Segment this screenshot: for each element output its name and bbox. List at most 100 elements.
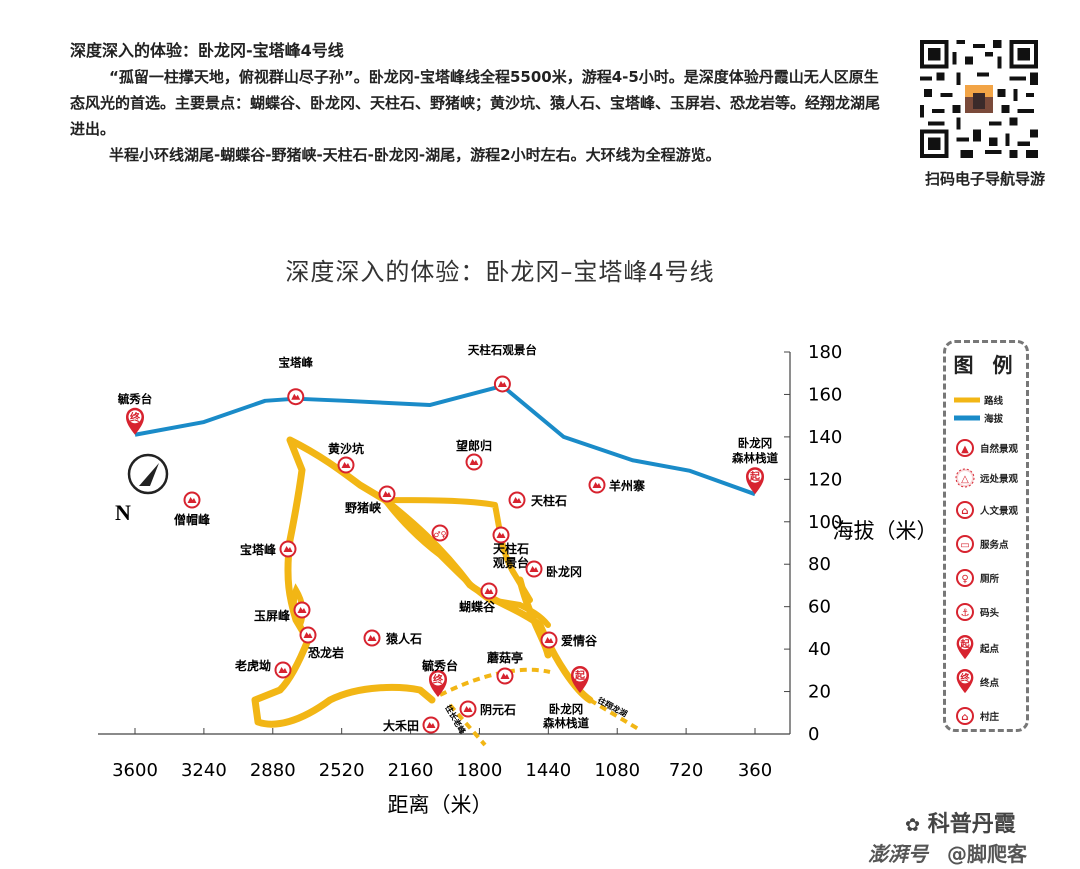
map-marker-wanglanggui: 望郎归 — [456, 438, 492, 471]
map-marker-yezhuxia: 野猪峡 — [345, 485, 396, 515]
profile-label: 森林栈道 — [732, 451, 778, 465]
legend-item-end: 终终点 — [954, 669, 999, 695]
altitude-line-icon — [954, 415, 980, 421]
svg-text:♀: ♀ — [961, 574, 968, 585]
x-tick-label: 2160 — [388, 760, 434, 781]
y-axis-title: 海拔（米） — [833, 519, 938, 543]
legend-label: 远处景观 — [980, 474, 1019, 485]
legend-title: 图 例 — [953, 353, 1019, 377]
map-marker-konglongyan: 恐龙岩 — [299, 626, 344, 660]
svg-text:△: △ — [961, 474, 969, 485]
map-label: 毓秀台 — [422, 658, 458, 673]
y-tick-label: 0 — [808, 724, 819, 745]
natural-icon: ▲ — [956, 439, 974, 457]
legend-item-culture: ⌂ 人文景观 — [954, 499, 1018, 521]
profile-point: 天柱石观景台 — [468, 343, 537, 393]
map-label: 爱情谷 — [561, 633, 598, 648]
watermark-line2: 澎湃号 @脚爬客 — [868, 842, 1027, 866]
svg-text:终: 终 — [960, 672, 970, 684]
svg-text:起: 起 — [959, 638, 970, 650]
map-marker-wolonggang: 卧龙冈 — [525, 560, 582, 579]
map-marker-moguting: 蘑菇亭 — [487, 650, 523, 685]
map-label: 阴元石 — [480, 702, 516, 717]
map-label: 蝴蝶谷 — [459, 599, 496, 614]
legend-item-route: 路线 — [954, 393, 1003, 407]
y-tick-label: 180 — [808, 342, 842, 363]
map-label: 望郎归 — [456, 438, 492, 453]
y-tick-label: 140 — [808, 427, 842, 448]
route-inner-loop — [382, 497, 551, 628]
map-marker-aiqinggu: 爱情谷 — [540, 631, 598, 649]
map-label: 野猪峡 — [345, 500, 381, 515]
profile-point: 宝塔峰 — [278, 356, 313, 406]
map-label: 猿人石 — [385, 631, 422, 646]
y-tick-label: 120 — [808, 469, 842, 490]
legend-item-distant: △ 远处景观 — [954, 467, 1018, 489]
altitude-line — [134, 383, 756, 497]
svg-text:起: 起 — [749, 470, 761, 483]
svg-text:卧龙冈: 卧龙冈 — [549, 702, 584, 716]
map-label: 天柱石 — [531, 493, 567, 508]
x-tick-label: 2880 — [250, 760, 296, 781]
svg-text:终: 终 — [130, 411, 141, 424]
map-marker-sengmaofeng: 僧帽峰 — [174, 491, 211, 527]
svg-text:⌂: ⌂ — [961, 506, 968, 517]
x-tick-label: 1800 — [457, 760, 503, 781]
legend-label: 厕所 — [980, 574, 1000, 585]
map-marker-hudiegu: 蝴蝶谷 — [459, 582, 498, 614]
svg-text:⚓: ⚓ — [961, 608, 970, 619]
y-tick-label: 20 — [808, 682, 831, 703]
intro-paragraph-1: “孤留一柱撑天地，俯视群山尽子孙”。卧龙冈-宝塔峰线全程5500米，游程4-5小… — [70, 68, 881, 138]
x-tick-label: 3600 — [112, 760, 158, 781]
route-big-loop — [251, 436, 594, 728]
dock-icon: ⚓ — [956, 603, 974, 621]
qr-code-icon[interactable] — [920, 40, 1038, 158]
legend-item-service: ▭ 服务点 — [954, 533, 1009, 555]
toilet-icon: ♀ — [956, 569, 974, 587]
map-marker-laohuao: 老虎坳 — [235, 658, 292, 679]
map-label: 羊州寨 — [609, 478, 645, 493]
wechat-icon: ✿ — [905, 815, 921, 836]
map-marker-huangshakeng: 黄沙坑 — [328, 441, 364, 474]
service-icon: ▭ — [956, 535, 974, 553]
map-marker-tianzhushi_gjt: 天柱石观景台 — [492, 526, 529, 570]
route-line-icon — [954, 397, 980, 403]
svg-text:起: 起 — [574, 669, 586, 682]
intro-paragraph-2: 半程小环线湖尾-蝴蝶谷-野猪峡-天柱石-卧龙冈-湖尾，游程2小时左右。大环线为全… — [109, 146, 721, 164]
profile-label: 卧龙冈 — [738, 436, 773, 450]
legend-label: 海拔 — [984, 414, 1004, 425]
profile-label: 毓秀台 — [118, 392, 153, 406]
svg-text:⌂: ⌂ — [961, 712, 968, 723]
svg-text:▭: ▭ — [960, 540, 969, 551]
map-label: 宝塔峰 — [240, 542, 277, 557]
legend-label: 服务点 — [980, 540, 1009, 551]
map-marker-yinyuanshi: 阴元石 — [459, 700, 516, 718]
end-icon: 终 — [956, 669, 974, 694]
y-tick-label: 80 — [808, 554, 831, 575]
legend: 图 例 路线 海拔 ▲ 自然景观 △ 远处景观 ⌂ 人文景观 ▭ 服务点 ♀ 厕所 ⚓ 码头起起点终终点 ⌂… — [943, 340, 1029, 732]
profile-label: 宝塔峰 — [278, 356, 313, 370]
distant-icon: △ — [955, 468, 975, 488]
x-axis-title: 距离（米） — [388, 793, 493, 817]
x-tick-label: 720 — [669, 760, 703, 781]
x-tick-label: 2520 — [319, 760, 365, 781]
map-label: 天柱石 — [493, 541, 529, 556]
intro-block: 深度深入的体验：卧龙冈-宝塔峰4号线 “孤留一柱撑天地，俯视群山尽子孙”。卧龙冈… — [70, 38, 890, 168]
toilet-marker: ♂♀ — [431, 524, 449, 542]
legend-label: 终点 — [980, 678, 1000, 689]
profile-label: 天柱石观景台 — [468, 343, 537, 357]
village-icon: ⌂ — [956, 707, 974, 725]
legend-item-toilet: ♀ 厕所 — [954, 567, 999, 589]
legend-item-altitude: 海拔 — [954, 411, 1003, 425]
map-label: 观景台 — [493, 555, 529, 570]
x-tick-label: 360 — [738, 760, 772, 781]
map-marker-yupingfeng: 玉屏峰 — [254, 601, 311, 623]
map-marker-baotafeng: 宝塔峰 — [240, 540, 297, 558]
start-icon: 起 — [956, 635, 974, 660]
map-marker-dahetian: 大禾田 — [383, 716, 440, 734]
legend-label: 自然景观 — [980, 444, 1019, 455]
